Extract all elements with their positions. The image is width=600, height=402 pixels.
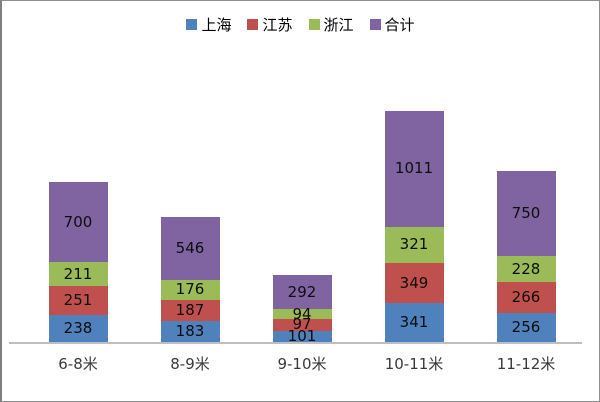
bar-segment: 266 — [496, 282, 556, 313]
legend: 上海 江苏 浙江 合计 — [2, 14, 599, 35]
stacked-bar: 546 176 187 183 — [160, 217, 220, 342]
legend-item: 江苏 — [247, 14, 293, 35]
bar-segment: 176 — [160, 279, 220, 300]
bar-segment: 1011 — [384, 111, 444, 227]
data-label: 187 — [175, 300, 205, 319]
data-label: 321 — [399, 235, 429, 254]
x-axis-label: 11-12米 — [496, 355, 556, 373]
legend-swatch-icon — [369, 19, 381, 30]
bar-segment: 94 — [272, 304, 332, 323]
data-label: 183 — [175, 322, 205, 341]
bar-slot: 292 94 97 101 — [246, 275, 358, 345]
bar-segment: 341 — [384, 303, 444, 342]
bar-segment: 228 — [496, 256, 556, 283]
data-label: 750 — [511, 204, 541, 223]
x-axis-label: 10-11米 — [384, 355, 444, 373]
bar-segment: 256 — [496, 312, 556, 342]
plot-area: 700 211 251 238 546 176 187 183 292 94 97 101 1011 32… — [9, 35, 582, 344]
data-label: 228 — [511, 259, 541, 278]
data-label: 341 — [399, 313, 429, 332]
bar-segment: 211 — [48, 262, 108, 287]
data-label: 251 — [63, 290, 93, 309]
bar-segment: 321 — [384, 226, 444, 264]
legend-swatch-icon — [308, 19, 320, 30]
legend-item: 上海 — [186, 14, 231, 35]
bar-segment: 187 — [160, 299, 220, 322]
data-label: 238 — [63, 318, 93, 337]
legend-label: 浙江 — [323, 16, 354, 34]
x-axis-line — [9, 342, 582, 344]
stacked-bar: 1011 321 349 341 — [384, 111, 444, 342]
data-label: 266 — [511, 288, 541, 307]
bar-segment: 750 — [496, 170, 556, 257]
data-label: 700 — [63, 212, 93, 231]
stacked-bar: 700 211 251 238 — [48, 182, 108, 342]
bar-segment: 101 — [272, 326, 332, 345]
bar-segment: 183 — [160, 321, 220, 342]
data-label: 349 — [399, 273, 429, 292]
x-axis-label: 8-9米 — [170, 355, 210, 373]
data-label: 97 — [292, 315, 312, 334]
bar-slot: 700 211 251 238 — [22, 182, 134, 342]
legend-swatch-icon — [186, 19, 198, 30]
legend-item: 合计 — [369, 14, 415, 35]
stacked-bar: 750 228 266 256 — [496, 170, 556, 342]
bar-slot: 546 176 187 183 — [134, 217, 246, 342]
x-axis-label: 9-10米 — [277, 355, 327, 373]
data-label: 101 — [287, 326, 317, 345]
x-axis-labels: 6-8米 8-9米 9-10米 10-11米 11-12米 — [22, 353, 582, 374]
legend-label: 合计 — [384, 16, 415, 34]
bar-segment: 546 — [160, 217, 220, 280]
data-label: 546 — [175, 238, 205, 257]
data-label: 292 — [287, 282, 317, 301]
bar-segment: 349 — [384, 263, 444, 304]
data-label: 256 — [511, 317, 541, 336]
bars-container: 700 211 251 238 546 176 187 183 292 94 97 101 1011 32… — [22, 111, 582, 345]
data-label: 176 — [175, 280, 205, 299]
legend-label: 江苏 — [262, 16, 293, 34]
legend-item: 浙江 — [308, 14, 354, 35]
bar-segment: 700 — [48, 182, 108, 263]
bar-slot: 1011 321 349 341 — [358, 111, 470, 342]
x-axis-label: 6-8米 — [58, 355, 98, 373]
data-label: 211 — [63, 264, 93, 283]
stacked-bar: 292 94 97 101 — [272, 275, 332, 345]
legend-label: 上海 — [201, 16, 232, 34]
bar-slot: 750 228 266 256 — [470, 170, 582, 342]
bar-segment: 251 — [48, 286, 108, 315]
data-label: 94 — [292, 304, 312, 323]
bar-segment: 238 — [48, 314, 108, 342]
bar-segment: 97 — [272, 315, 332, 334]
data-label: 1011 — [394, 159, 434, 178]
bar-segment: 292 — [272, 275, 332, 309]
legend-swatch-icon — [247, 19, 259, 30]
